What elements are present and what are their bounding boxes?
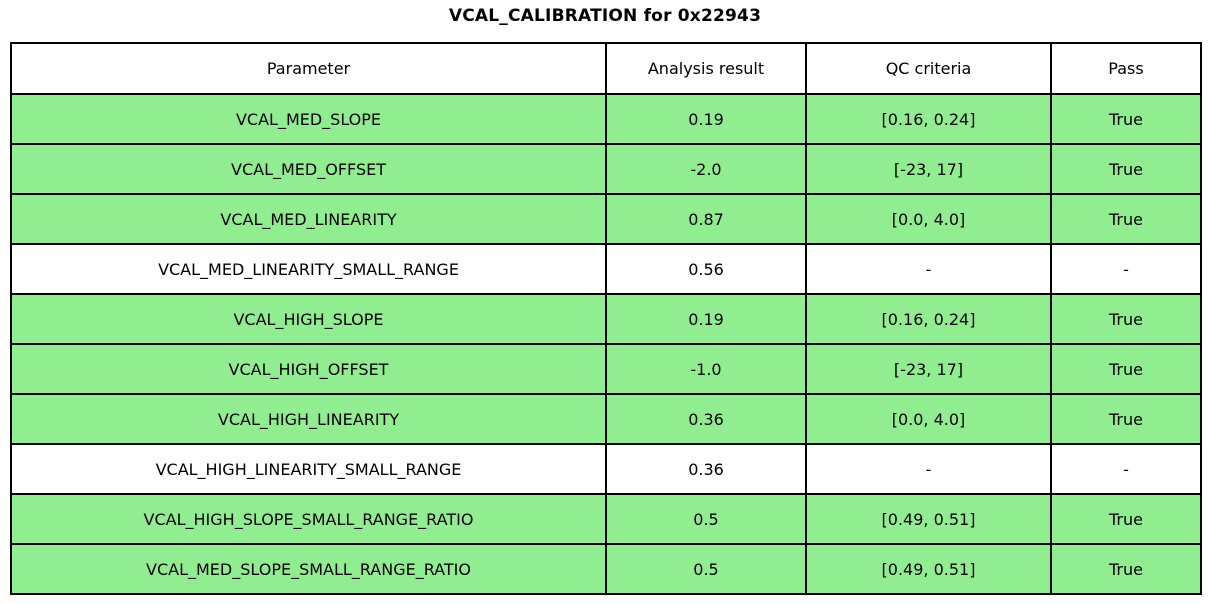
parameter-cell: VCAL_MED_SLOPE_SMALL_RANGE_RATIO bbox=[10, 543, 607, 595]
table-row: VCAL_HIGH_LINEARITY 0.36 [0.0, 4.0] True bbox=[10, 393, 1202, 445]
criteria-cell: [0.16, 0.24] bbox=[805, 93, 1052, 145]
pass-cell: True bbox=[1050, 543, 1202, 595]
table-row: VCAL_MED_LINEARITY_SMALL_RANGE 0.56 - - bbox=[10, 243, 1202, 295]
parameter-cell: VCAL_MED_OFFSET bbox=[10, 143, 607, 195]
parameter-cell: VCAL_MED_LINEARITY_SMALL_RANGE bbox=[10, 243, 607, 295]
header-row: Parameter Analysis result QC criteria Pa… bbox=[10, 42, 1202, 95]
table-row: VCAL_HIGH_SLOPE 0.19 [0.16, 0.24] True bbox=[10, 293, 1202, 345]
pass-cell: True bbox=[1050, 493, 1202, 545]
table-row: VCAL_MED_SLOPE 0.19 [0.16, 0.24] True bbox=[10, 93, 1202, 145]
pass-cell: - bbox=[1050, 443, 1202, 495]
criteria-cell: [0.49, 0.51] bbox=[805, 543, 1052, 595]
pass-cell: True bbox=[1050, 143, 1202, 195]
parameter-cell: VCAL_HIGH_OFFSET bbox=[10, 343, 607, 395]
criteria-cell: [0.0, 4.0] bbox=[805, 193, 1052, 245]
criteria-cell: - bbox=[805, 243, 1052, 295]
column-header-parameter: Parameter bbox=[10, 42, 607, 95]
table-row: VCAL_HIGH_OFFSET -1.0 [-23, 17] True bbox=[10, 343, 1202, 395]
result-cell: 0.5 bbox=[605, 493, 807, 545]
criteria-cell: [-23, 17] bbox=[805, 343, 1052, 395]
column-header-qc-criteria: QC criteria bbox=[805, 42, 1052, 95]
pass-cell: True bbox=[1050, 193, 1202, 245]
result-cell: -2.0 bbox=[605, 143, 807, 195]
result-cell: -1.0 bbox=[605, 343, 807, 395]
result-cell: 0.19 bbox=[605, 293, 807, 345]
table-row: VCAL_MED_SLOPE_SMALL_RANGE_RATIO 0.5 [0.… bbox=[10, 543, 1202, 595]
result-cell: 0.5 bbox=[605, 543, 807, 595]
result-cell: 0.19 bbox=[605, 93, 807, 145]
pass-cell: - bbox=[1050, 243, 1202, 295]
table-row: VCAL_HIGH_SLOPE_SMALL_RANGE_RATIO 0.5 [0… bbox=[10, 493, 1202, 545]
criteria-cell: [0.49, 0.51] bbox=[805, 493, 1052, 545]
result-cell: 0.36 bbox=[605, 443, 807, 495]
parameter-cell: VCAL_MED_SLOPE bbox=[10, 93, 607, 145]
column-header-pass: Pass bbox=[1050, 42, 1202, 95]
column-header-analysis-result: Analysis result bbox=[605, 42, 807, 95]
pass-cell: True bbox=[1050, 393, 1202, 445]
pass-cell: True bbox=[1050, 293, 1202, 345]
page-title: VCAL_CALIBRATION for 0x22943 bbox=[448, 6, 762, 26]
parameter-cell: VCAL_HIGH_LINEARITY bbox=[10, 393, 607, 445]
qc-results-table: Parameter Analysis result QC criteria Pa… bbox=[10, 42, 1202, 595]
criteria-cell: - bbox=[805, 443, 1052, 495]
parameter-cell: VCAL_MED_LINEARITY bbox=[10, 193, 607, 245]
table-row: VCAL_HIGH_LINEARITY_SMALL_RANGE 0.36 - - bbox=[10, 443, 1202, 495]
result-cell: 0.87 bbox=[605, 193, 807, 245]
parameter-cell: VCAL_HIGH_SLOPE_SMALL_RANGE_RATIO bbox=[10, 493, 607, 545]
criteria-cell: [-23, 17] bbox=[805, 143, 1052, 195]
criteria-cell: [0.0, 4.0] bbox=[805, 393, 1052, 445]
table-row: VCAL_MED_OFFSET -2.0 [-23, 17] True bbox=[10, 143, 1202, 195]
table-row: VCAL_MED_LINEARITY 0.87 [0.0, 4.0] True bbox=[10, 193, 1202, 245]
pass-cell: True bbox=[1050, 93, 1202, 145]
result-cell: 0.36 bbox=[605, 393, 807, 445]
parameter-cell: VCAL_HIGH_LINEARITY_SMALL_RANGE bbox=[10, 443, 607, 495]
parameter-cell: VCAL_HIGH_SLOPE bbox=[10, 293, 607, 345]
pass-cell: True bbox=[1050, 343, 1202, 395]
criteria-cell: [0.16, 0.24] bbox=[805, 293, 1052, 345]
result-cell: 0.56 bbox=[605, 243, 807, 295]
